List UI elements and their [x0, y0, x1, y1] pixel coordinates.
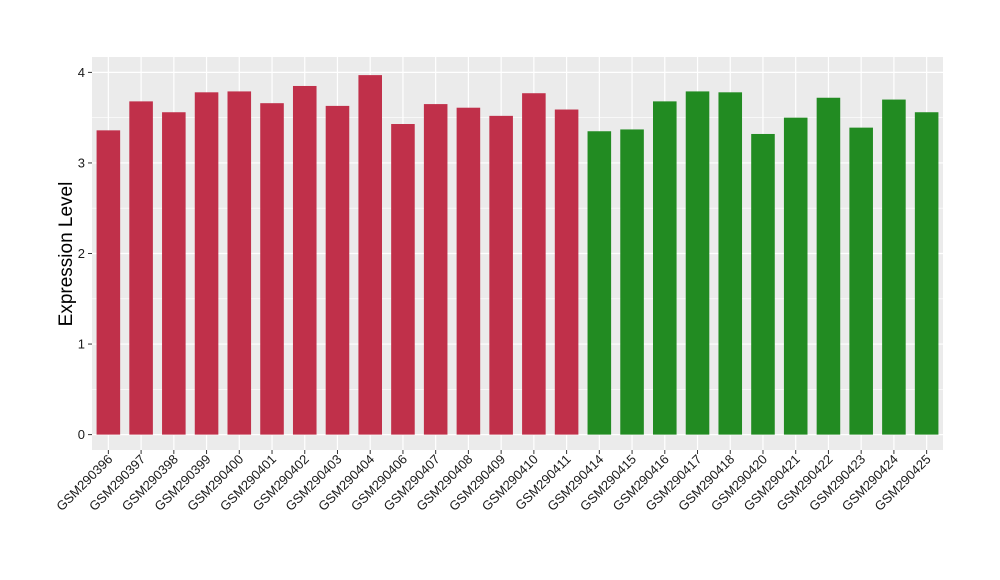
y-tick-label: 4 [78, 65, 85, 80]
bar-GSM290409 [489, 115, 513, 435]
bar-GSM290425 [914, 112, 939, 435]
bar-GSM290420 [751, 133, 775, 435]
bar-GSM290424 [882, 99, 906, 435]
bar-GSM290402 [292, 85, 317, 435]
bar-GSM290416 [653, 101, 677, 435]
bar-GSM290421 [783, 117, 808, 435]
bar-GSM290403 [325, 105, 350, 435]
y-tick-label: 2 [78, 246, 85, 261]
bar-GSM290415 [620, 129, 644, 435]
bar-GSM290396 [96, 130, 121, 435]
bar-GSM290407 [423, 104, 448, 435]
bar-GSM290406 [391, 124, 415, 435]
y-tick-label: 1 [78, 337, 85, 352]
bar-GSM290417 [685, 91, 710, 435]
y-axis: 0 1 2 3 4 [78, 65, 92, 442]
bar-GSM290401 [260, 103, 284, 435]
bar-GSM290399 [194, 92, 219, 435]
bar-GSM290423 [849, 127, 873, 435]
bar-GSM290398 [162, 112, 186, 435]
y-tick-label: 0 [78, 427, 85, 442]
bar-GSM290422 [816, 97, 841, 435]
bar-GSM290397 [129, 101, 153, 435]
bar-GSM290414 [587, 131, 612, 435]
x-axis: GSM290396GSM290397GSM290398GSM290399GSM2… [53, 450, 934, 514]
bar-GSM290411 [554, 109, 579, 435]
bar-GSM290404 [358, 75, 382, 435]
bar-GSM290400 [227, 91, 252, 435]
bar-GSM290418 [718, 92, 743, 435]
y-axis-title: Expression Level [56, 182, 77, 327]
bar-GSM290408 [456, 107, 481, 435]
bars [96, 75, 939, 435]
y-tick-label: 3 [78, 155, 85, 170]
bar-GSM290410 [522, 93, 546, 435]
